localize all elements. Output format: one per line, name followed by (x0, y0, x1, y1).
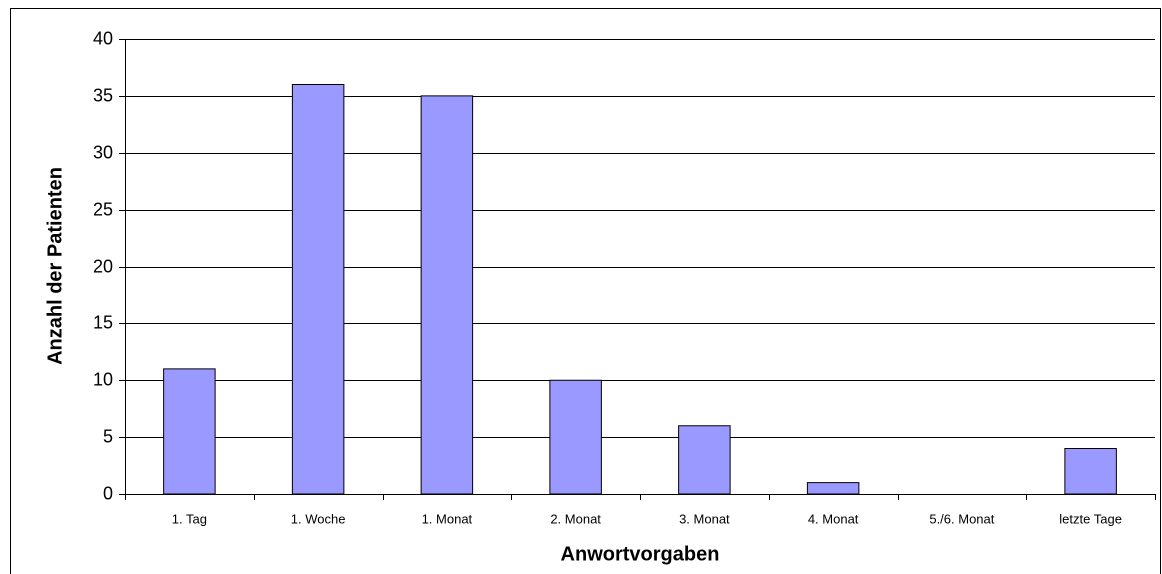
y-axis-title: Anzahl der Patienten (44, 167, 66, 365)
y-tick-label: 10 (93, 369, 113, 389)
y-tick-label: 20 (93, 256, 113, 276)
y-tick-label: 5 (103, 426, 113, 446)
x-axis-title: Anwortvorgaben (561, 543, 720, 565)
x-tick-label: 1. Tag (172, 511, 207, 526)
y-tick-label: 30 (93, 142, 113, 162)
x-tick-label: 1. Woche (291, 511, 346, 526)
x-tick-label: letzte Tage (1059, 511, 1122, 526)
x-tick-label: 3. Monat (679, 511, 730, 526)
chart-border (10, 8, 1161, 574)
y-tick-label: 40 (93, 28, 113, 48)
x-tick-label: 2. Monat (550, 511, 601, 526)
y-tick-label: 35 (93, 85, 113, 105)
bar (1064, 448, 1117, 495)
bar (549, 379, 602, 495)
x-tick-label: 4. Monat (808, 511, 859, 526)
bar (420, 95, 474, 495)
bar (806, 482, 860, 495)
bar (291, 84, 345, 495)
bar (163, 368, 216, 495)
bar (678, 425, 731, 495)
y-tick-label: 0 (103, 483, 113, 503)
x-tick-label: 5./6. Monat (929, 511, 994, 526)
x-tick-label: 1. Monat (422, 511, 473, 526)
y-tick-label: 25 (93, 199, 113, 219)
y-tick-label: 15 (93, 312, 113, 332)
